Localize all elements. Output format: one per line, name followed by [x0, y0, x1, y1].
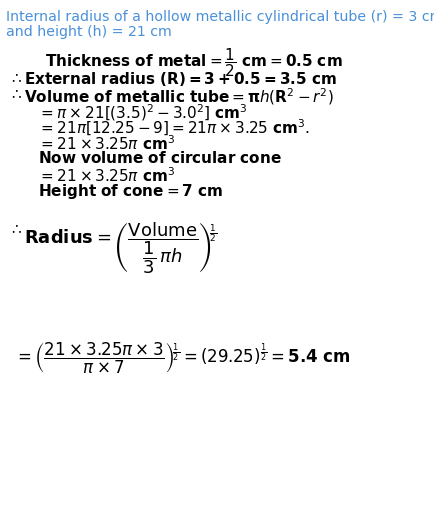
- Text: $\therefore$: $\therefore$: [9, 86, 23, 101]
- Text: $\therefore$: $\therefore$: [9, 221, 23, 235]
- Text: Internal radius of a hollow metallic cylindrical tube (r) = 3 cm: Internal radius of a hollow metallic cyl…: [6, 10, 434, 24]
- Text: $\mathbf{External\ radius\ (R) = 3 + 0.5 = 3.5\ cm}$: $\mathbf{External\ radius\ (R) = 3 + 0.5…: [24, 70, 336, 88]
- Text: $= \left(\dfrac{21 \times 3.25\pi \times 3}{\pi \times 7}\right)^{\!\frac{1}{2}}: $= \left(\dfrac{21 \times 3.25\pi \times…: [13, 340, 349, 375]
- Text: $\mathbf{Volume\ of\ metallic\ tube} = \mathbf{\pi}h(\mathbf{R}^2 - r^2)$: $\mathbf{Volume\ of\ metallic\ tube} = \…: [24, 86, 333, 107]
- Text: $\mathbf{Thickness\ of\ metal} = \dfrac{1}{2}\ \mathbf{cm} = \mathbf{0.5\ cm}$: $\mathbf{Thickness\ of\ metal} = \dfrac{…: [45, 46, 342, 79]
- Text: $\mathbf{Height\ of\ cone} = \mathbf{7\ cm}$: $\mathbf{Height\ of\ cone} = \mathbf{7\ …: [38, 182, 222, 200]
- Text: $= \pi \times 21[(3.5)^2 - 3.0^2]\ \mathbf{cm}^3$: $= \pi \times 21[(3.5)^2 - 3.0^2]\ \math…: [38, 102, 247, 122]
- Text: $\mathbf{Radius} = \left(\dfrac{\text{Volume}}{\dfrac{1}{3}\,\pi h}\right)^{\!\f: $\mathbf{Radius} = \left(\dfrac{\text{Vo…: [24, 221, 217, 276]
- Text: and height (h) = 21 cm: and height (h) = 21 cm: [6, 25, 171, 39]
- Text: $= 21 \times 3.25\pi\ \mathbf{cm}^3$: $= 21 \times 3.25\pi\ \mathbf{cm}^3$: [38, 134, 174, 153]
- Text: $= 21 \times 3.25\pi\ \mathbf{cm}^3$: $= 21 \times 3.25\pi\ \mathbf{cm}^3$: [38, 166, 174, 184]
- Text: $\therefore$: $\therefore$: [9, 70, 23, 85]
- Text: $\mathbf{Now\ volume\ of\ circular\ cone}$: $\mathbf{Now\ volume\ of\ circular\ cone…: [38, 149, 281, 166]
- Text: $= 21\pi[12.25 - 9] = 21\pi \times 3.25\ \mathbf{cm}^3.$: $= 21\pi[12.25 - 9] = 21\pi \times 3.25\…: [38, 118, 309, 138]
